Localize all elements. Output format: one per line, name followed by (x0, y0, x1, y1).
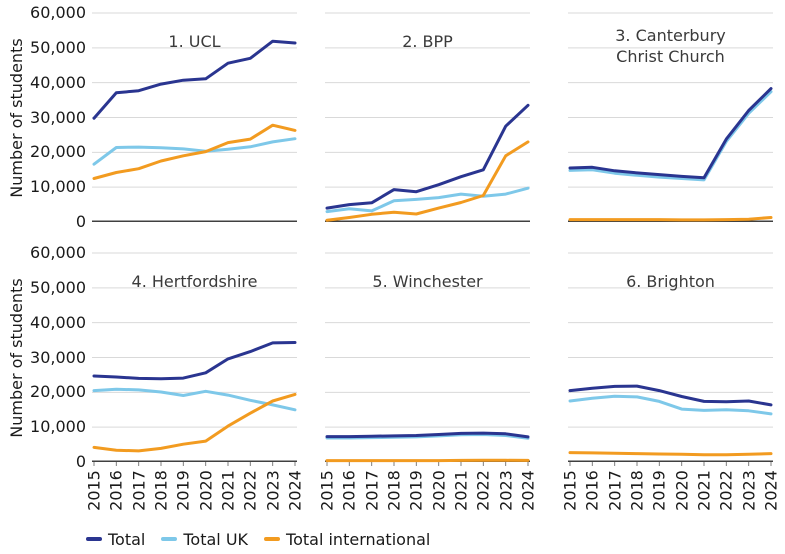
legend-item-total: Total (86, 530, 145, 549)
legend-item-total-uk: Total UK (161, 530, 248, 549)
x-tick-label: 2015 (317, 470, 337, 511)
facet-title-text: 5. Winchester (372, 272, 483, 291)
y-tick-label: 30,000 (30, 347, 86, 367)
facet-title: 1. UCL (92, 31, 297, 52)
x-tick-label: 2016 (106, 470, 126, 511)
facet-plot (325, 12, 530, 222)
facet-6-brighton: 6. Brighton (568, 252, 773, 467)
y-tick-label: 40,000 (30, 72, 86, 92)
line-total (325, 103, 530, 210)
facet-title-text: 6. Brighton (626, 272, 715, 291)
x-tick-label: 2020 (196, 470, 216, 511)
x-tick-label: 2021 (694, 470, 714, 511)
line-total (568, 87, 773, 180)
facet-4-hertfordshire: 4. Hertfordshire (92, 252, 297, 467)
facet-title: 4. Hertfordshire (92, 271, 297, 292)
x-tick-label: 2019 (173, 470, 193, 511)
line-total (568, 384, 773, 407)
facet-title-text: 4. Hertfordshire (131, 272, 258, 291)
total-line-swatch (86, 537, 102, 541)
x-tick-label: 2015 (84, 470, 104, 511)
y-tick-label: 0 (75, 212, 86, 231)
y-tick-label: 10,000 (30, 177, 86, 197)
y-tick-label: 10,000 (30, 417, 86, 437)
x-tick-label: 2022 (716, 470, 736, 511)
y-tick-label: 60,000 (30, 3, 86, 22)
line-total-international (92, 392, 297, 453)
total-international-line-swatch (264, 537, 281, 541)
line-total-international (568, 451, 773, 457)
legend: Total Total UK Total international (86, 527, 430, 551)
facet-5-winchester: 5. Winchester (325, 252, 530, 467)
line-total-uk (92, 387, 297, 412)
y-tick-label: 0 (75, 452, 86, 471)
line-total (92, 39, 297, 120)
facet-1-ucl: 1. UCL (92, 12, 297, 223)
y-tick-label: 50,000 (30, 277, 86, 297)
x-tick-label: 2023 (739, 470, 759, 511)
line-total-international (325, 140, 530, 222)
facet-2-bpp: 2. BPP (325, 12, 530, 223)
x-tick-label: 2021 (451, 470, 471, 511)
facet-title: 6. Brighton (568, 271, 773, 292)
facet-plot (568, 252, 773, 466)
x-tick-label: 2024 (518, 470, 538, 511)
x-tick-label: 2017 (605, 470, 625, 511)
y-tick-label: 40,000 (30, 312, 86, 332)
line-total (92, 341, 297, 381)
x-tick-label: 2020 (672, 470, 692, 511)
facet-title: 2. BPP (325, 31, 530, 52)
legend-label: Total UK (183, 529, 249, 549)
facet-title-text: 3. Canterbury Christ Church (615, 26, 726, 66)
x-tick-label: 2018 (384, 470, 404, 511)
x-tick-label: 2015 (560, 470, 580, 511)
y-tick-label: 50,000 (30, 37, 86, 57)
facet-title: 3. Canterbury Christ Church (568, 25, 773, 67)
x-tick-label: 2021 (218, 470, 238, 511)
x-tick-label: 2024 (285, 470, 305, 511)
x-tick-label: 2023 (263, 470, 283, 511)
x-tick-label: 2020 (429, 470, 449, 511)
y-tick-label: 30,000 (30, 107, 86, 127)
line-total-international (92, 123, 297, 180)
total-uk-line-swatch (161, 537, 178, 541)
x-tick-label: 2018 (151, 470, 171, 511)
legend-label: Total international (286, 529, 431, 549)
line-total-uk (568, 90, 773, 182)
line-total-uk (92, 137, 297, 166)
legend-item-total-international: Total international (264, 530, 430, 549)
x-tick-label: 2022 (473, 470, 493, 511)
y-tick-label: 60,000 (30, 243, 86, 262)
facet-plot (325, 252, 530, 466)
x-tick-label: 2018 (627, 470, 647, 511)
line-total-international (568, 216, 773, 222)
facet-title-text: 2. BPP (402, 32, 453, 51)
facet-3-canterbury-christ-church: 3. Canterbury Christ Church (568, 12, 773, 223)
facet-title-text: 1. UCL (168, 32, 221, 51)
x-tick-label: 2023 (496, 470, 516, 511)
x-tick-label: 2016 (582, 470, 602, 511)
facet-plot (92, 12, 297, 222)
x-tick-label: 2022 (240, 470, 260, 511)
y-tick-label: 20,000 (30, 382, 86, 402)
line-total (325, 431, 530, 439)
x-tick-label: 2019 (649, 470, 669, 511)
x-tick-label: 2019 (406, 470, 426, 511)
x-tick-label: 2017 (129, 470, 149, 511)
facet-plot (568, 12, 773, 222)
y-tick-label: 20,000 (30, 142, 86, 162)
x-tick-label: 2024 (761, 470, 781, 511)
x-tick-label: 2017 (362, 470, 382, 511)
facet-plot (92, 252, 297, 466)
legend-label: Total (108, 529, 146, 549)
line-total-uk (325, 186, 530, 214)
line-total-uk (568, 394, 773, 416)
facet-title: 5. Winchester (325, 271, 530, 292)
x-tick-label: 2016 (339, 470, 359, 511)
